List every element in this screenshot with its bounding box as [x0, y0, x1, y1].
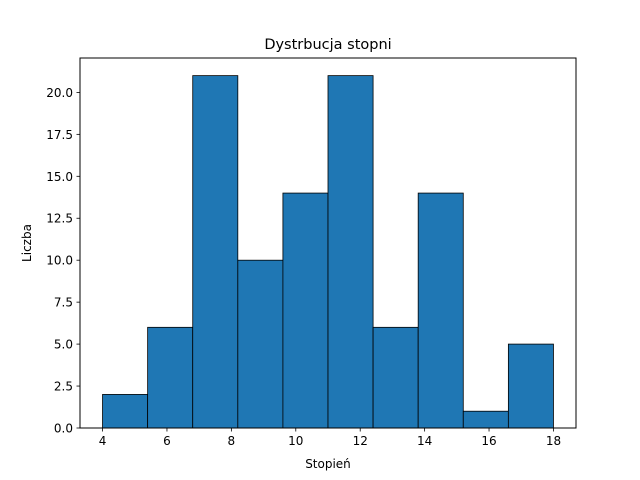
y-tick-label: 5.0	[54, 338, 73, 352]
histogram-bar	[327, 75, 374, 429]
histogram-bar	[282, 192, 329, 429]
histogram-bar	[417, 192, 464, 429]
x-axis-ticks: 4 6 8 10 12 14 16 18	[99, 428, 561, 448]
y-tick-label: 7.5	[54, 296, 73, 310]
x-tick-label: 12	[353, 434, 368, 448]
y-tick-label: 10.0	[46, 254, 73, 268]
plot-frame	[79, 57, 577, 429]
histogram-bar	[237, 259, 284, 429]
x-tick-label: 8	[228, 434, 236, 448]
x-tick-label: 14	[417, 434, 432, 448]
x-tick-label: 10	[288, 434, 303, 448]
y-tick-label: 15.0	[46, 170, 73, 184]
histogram-bar	[507, 343, 554, 429]
histogram-bar	[102, 394, 149, 429]
y-axis-ticks: 0.0 2.5 5.0 7.5 10.0 12.5 15.0 17.5 20.0	[46, 86, 80, 436]
x-tick-label: 4	[99, 434, 107, 448]
x-tick-label: 18	[546, 434, 561, 448]
histogram-bar	[147, 326, 194, 429]
x-axis-label: Stopień	[305, 457, 351, 471]
bars-group	[102, 75, 554, 429]
histogram-bar	[372, 326, 419, 429]
chart-title: Dystrbucja stopni	[264, 37, 391, 53]
histogram-bar	[462, 410, 509, 429]
y-axis-label: Liczba	[20, 224, 34, 262]
x-tick-label: 16	[481, 434, 496, 448]
y-tick-label: 17.5	[46, 128, 73, 142]
y-tick-label: 2.5	[54, 380, 73, 394]
x-tick-label: 6	[163, 434, 171, 448]
y-tick-label: 12.5	[46, 212, 73, 226]
histogram-bar	[192, 75, 239, 429]
y-tick-label: 20.0	[46, 86, 73, 100]
y-tick-label: 0.0	[54, 422, 73, 436]
